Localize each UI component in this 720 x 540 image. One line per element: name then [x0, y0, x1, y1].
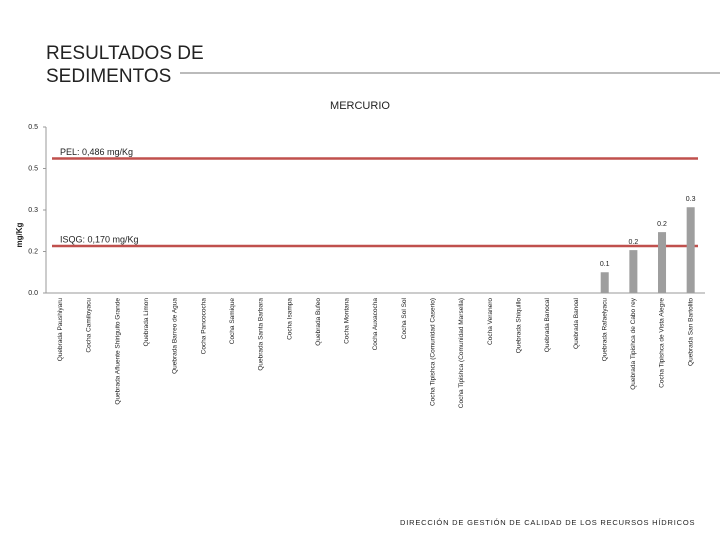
x-tick-label: Cocha Pancococha	[200, 298, 207, 355]
x-tick-label: Quebrada Limon	[143, 298, 150, 347]
x-tick-label: Quebrada Banoal	[573, 297, 580, 349]
x-tick-label: Cocha Montana	[344, 298, 351, 344]
reference-label: ISQG: 0,170 mg/Kg	[60, 234, 139, 244]
x-tick-label: Quebrada Santa Barbara	[258, 298, 265, 371]
x-tick-label: Cocha Sol Sol	[401, 297, 408, 339]
x-tick-label: Quebrada San Bartolito	[687, 298, 694, 366]
x-tick-label: Quebrada Shiquillo	[515, 298, 522, 354]
y-tick-label: 0.5	[28, 165, 38, 172]
x-tick-label: Quebrada Banocal	[544, 297, 551, 352]
y-tick-label: 0.3	[28, 207, 38, 214]
x-tick-label: Quebrada Afluente Shiriguito Grande	[114, 298, 121, 405]
x-tick-label: Quebrada Bufeo	[315, 298, 322, 346]
chart-title: MERCURIO	[330, 100, 390, 112]
slide-title: RESULTADOS DE	[46, 43, 204, 64]
x-tick-label: Cocha Auxacocha	[372, 298, 379, 351]
y-axis-label: mg/Kg	[15, 222, 24, 247]
y-tick-label: 0.2	[28, 248, 38, 255]
bar	[658, 232, 667, 293]
reference-label: PEL: 0,486 mg/Kg	[60, 147, 133, 157]
x-tick-label: Cocha Veranero	[487, 298, 494, 345]
x-tick-label: Cocha Isampa	[286, 298, 293, 340]
bar	[686, 207, 695, 293]
value-label: 0.1	[600, 261, 610, 268]
x-tick-label: Quebrada Tipishca de Cabo rey	[630, 297, 637, 390]
value-label: 0.2	[657, 221, 667, 228]
x-tick-label: Quebrada Rafaelyacu	[601, 298, 608, 362]
x-tick-label: Quebrada Barreo de Agua	[172, 298, 179, 374]
bar	[629, 250, 638, 293]
x-tick-label: Quebrada Paushiyaru	[57, 298, 64, 362]
bar	[600, 272, 609, 293]
value-label: 0.3	[686, 196, 696, 203]
y-tick-label: 0.0	[28, 290, 38, 297]
x-tick-label: Cocha Tipishca de Vista Alegre	[659, 298, 666, 388]
x-tick-label: Cocha Tipishca (Comunidad Marsella)	[458, 298, 465, 408]
x-tick-label: Cocha Tipishca (Comunidad Caserio)	[430, 298, 437, 406]
slide-title: SEDIMENTOS	[46, 66, 171, 87]
x-tick-label: Cocha Samique	[229, 298, 236, 345]
footer: DIRECCIÓN DE GESTIÓN DE CALIDAD DE LOS R…	[400, 518, 695, 527]
x-tick-label: Cocha Camiloyacu	[86, 298, 93, 353]
y-tick-label: 0.5	[28, 124, 38, 131]
value-label: 0.2	[629, 239, 639, 246]
